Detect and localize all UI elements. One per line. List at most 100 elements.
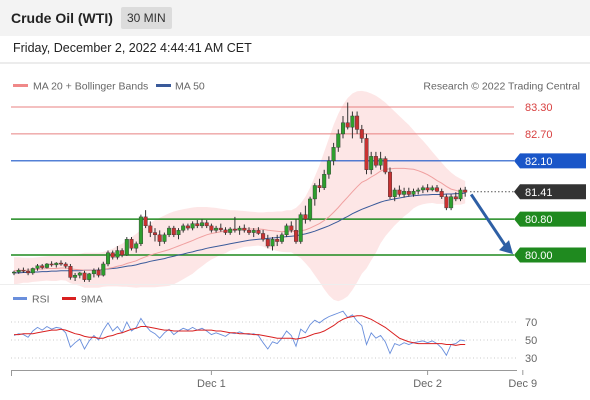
candle-body: [449, 196, 454, 209]
candle: [322, 169, 327, 190]
candle-body: [397, 189, 402, 195]
candle: [369, 151, 374, 175]
ma9-legend-label: 9MA: [81, 294, 103, 306]
x-tick-label: Dec 2: [413, 378, 442, 390]
candle-body: [312, 185, 317, 200]
rsi-level-label: 30: [525, 353, 537, 365]
candle: [312, 183, 317, 206]
candle: [105, 250, 110, 267]
candle: [444, 194, 449, 211]
resistance-1-label: 82.70: [525, 129, 553, 141]
candle: [345, 102, 350, 130]
candle-body: [30, 268, 35, 274]
candle-body: [406, 191, 411, 195]
candle: [453, 192, 458, 202]
candle-body: [138, 216, 143, 244]
pivot-label: 82.10: [525, 156, 553, 168]
pane-separator: [0, 284, 590, 285]
candle-body: [44, 263, 49, 268]
x-tick-label: Dec 1: [197, 378, 226, 390]
candle-body: [143, 216, 148, 227]
candle-body: [279, 234, 284, 242]
candle-body: [453, 196, 458, 200]
candle: [96, 267, 101, 278]
candle: [87, 272, 92, 282]
candle-body: [275, 239, 280, 242]
candle: [317, 178, 322, 193]
candle-body: [303, 214, 308, 220]
candle: [331, 142, 336, 166]
candle: [355, 111, 360, 134]
candle-body: [326, 160, 331, 175]
candle-body: [124, 239, 129, 256]
candle: [11, 270, 16, 276]
support-1-tag: [514, 211, 586, 227]
candle-body: [101, 263, 106, 276]
candle: [261, 229, 266, 242]
candle-body: [59, 262, 64, 265]
candle-body: [181, 225, 186, 231]
ma50-legend-label: MA 50: [175, 81, 205, 93]
rsi-level-label: 70: [525, 317, 537, 329]
x-axis-line: [11, 370, 517, 371]
x-axis: Dec 1 Dec 2 Dec 9: [11, 370, 537, 390]
candle-body: [444, 196, 449, 209]
pivot-tag: [514, 153, 586, 169]
candle: [162, 232, 167, 244]
candle: [256, 227, 261, 235]
candle-body: [350, 115, 355, 128]
candle: [181, 223, 186, 233]
candle-body: [439, 191, 444, 197]
candle-body: [298, 214, 303, 242]
candle-body: [199, 222, 204, 227]
candle-body: [120, 250, 125, 256]
candle: [167, 225, 172, 238]
candle-body: [289, 225, 294, 231]
candle-body: [336, 133, 341, 148]
ma9-line: [14, 315, 466, 346]
candle: [204, 220, 209, 229]
candle-body: [129, 239, 134, 249]
candle-body: [308, 198, 313, 220]
header-separator: [0, 62, 590, 64]
candle: [16, 268, 21, 274]
candle: [63, 262, 68, 269]
candle-body: [251, 230, 256, 233]
copyright: Research © 2022 Trading Central: [423, 81, 580, 93]
candle-body: [134, 243, 139, 249]
candle: [26, 268, 31, 276]
candle: [359, 124, 364, 143]
candle-body: [96, 270, 101, 276]
candle-body: [73, 274, 78, 278]
candle-body: [26, 270, 31, 274]
candle-body: [373, 156, 378, 166]
candle-body: [458, 189, 463, 200]
ma9-legend-swatch: [62, 297, 76, 300]
candle: [298, 212, 303, 244]
candle-body: [11, 271, 16, 274]
candle: [270, 237, 275, 251]
candle-body: [63, 263, 68, 267]
candle: [435, 185, 440, 193]
candle-body: [411, 191, 416, 195]
last-price-tag: [514, 184, 586, 200]
candle: [251, 228, 256, 238]
candle: [223, 227, 228, 235]
candle: [420, 185, 425, 194]
candle: [383, 156, 388, 175]
candle: [392, 187, 397, 202]
candle-body: [54, 262, 59, 266]
support-2-tag: [514, 247, 586, 263]
candle-body: [331, 147, 336, 162]
candle-body: [242, 227, 247, 231]
candle-body: [218, 227, 223, 231]
candle: [237, 225, 242, 235]
candle-body: [425, 187, 430, 191]
candle: [101, 261, 106, 277]
interval-badge[interactable]: 30 MIN: [121, 7, 172, 29]
candle: [82, 270, 87, 282]
candle: [284, 223, 289, 238]
candle: [120, 248, 125, 258]
candle: [326, 156, 331, 179]
